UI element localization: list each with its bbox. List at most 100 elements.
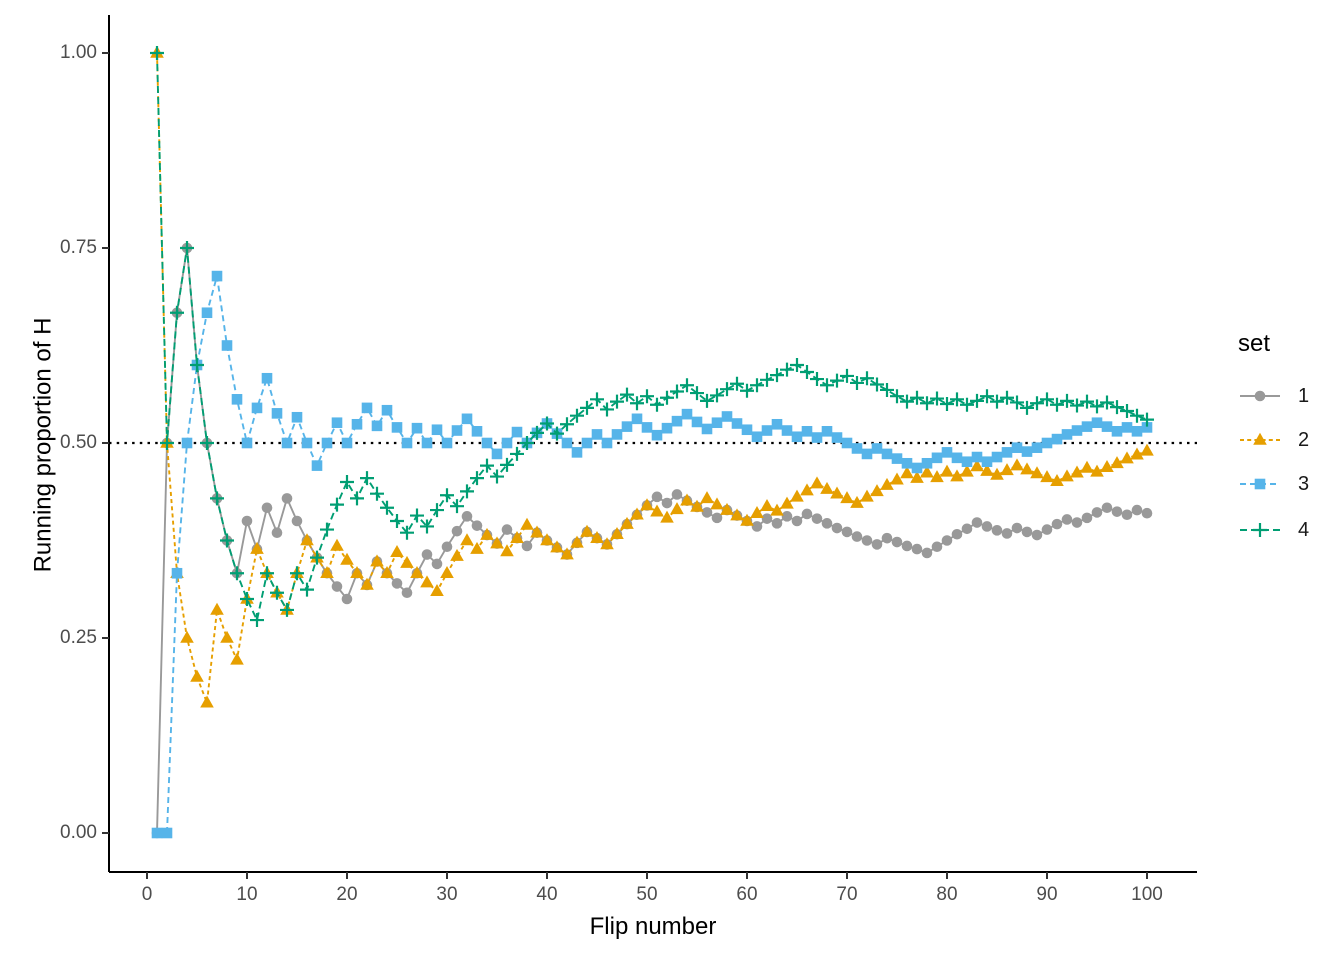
- y-tick-label: 0.50: [60, 432, 97, 453]
- triangle-marker: [820, 481, 834, 494]
- triangle-marker: [490, 536, 504, 549]
- square-marker: [781, 425, 793, 436]
- plus-marker: [450, 499, 464, 514]
- x-tick-label: 50: [636, 884, 658, 905]
- circle-marker: [1071, 517, 1083, 528]
- plus-marker: [710, 388, 724, 403]
- series-4-line: [156, 52, 1148, 624]
- plus-marker: [790, 358, 804, 372]
- plus-marker: [440, 488, 454, 503]
- circle-marker: [1021, 526, 1033, 538]
- triangle-marker: [1040, 470, 1054, 483]
- plus-marker: [480, 458, 494, 473]
- square-marker: [231, 394, 243, 405]
- circle-marker: [781, 511, 793, 522]
- triangle-marker: [670, 502, 684, 515]
- triangle-marker: [220, 630, 234, 643]
- square-marker: [1041, 437, 1053, 449]
- square-marker: [1051, 433, 1063, 445]
- triangle-marker: [350, 566, 364, 579]
- circle-marker: [931, 541, 943, 553]
- circle-marker: [961, 523, 973, 535]
- square-marker: [1131, 426, 1143, 437]
- plus-marker: [1000, 390, 1014, 405]
- circle-marker: [1061, 514, 1073, 525]
- square-marker: [851, 443, 863, 454]
- plus-marker: [600, 402, 614, 417]
- circle-marker: [1041, 524, 1053, 535]
- circle-marker: [651, 491, 663, 503]
- square-marker: [891, 453, 903, 464]
- circle-marker: [1131, 504, 1143, 516]
- square-marker: [401, 437, 413, 449]
- circle-marker: [841, 526, 853, 538]
- y-tick-label: 0.75: [60, 237, 97, 258]
- x-tick-label: 0: [141, 884, 153, 905]
- plus-marker: [1070, 398, 1084, 413]
- triangle-marker: [440, 566, 454, 579]
- plus-marker: [570, 408, 584, 423]
- square-marker: [1071, 425, 1083, 436]
- plus-marker: [230, 566, 244, 581]
- square-marker: [311, 460, 323, 471]
- square-marker: [261, 372, 273, 384]
- triangle-marker: [740, 513, 754, 526]
- y-tick-label: 0.25: [60, 627, 97, 648]
- x-tick-label: 80: [936, 884, 958, 905]
- square-marker: [761, 425, 773, 436]
- square-marker: [381, 404, 393, 416]
- square-marker: [161, 827, 173, 839]
- triangle-marker: [180, 630, 194, 643]
- legend-key-plus: [1240, 523, 1280, 537]
- triangle-marker: [910, 470, 924, 483]
- plus-marker: [310, 550, 324, 565]
- square-marker: [1011, 442, 1023, 453]
- triangle-marker: [330, 538, 344, 551]
- square-marker: [991, 451, 1003, 463]
- circle-marker: [791, 515, 803, 527]
- circle-marker: [521, 540, 533, 552]
- square-marker: [961, 456, 973, 468]
- square-marker: [931, 452, 943, 464]
- plus-marker: [200, 436, 214, 450]
- square-marker: [1121, 422, 1133, 433]
- triangle-marker: [620, 516, 634, 529]
- plus-marker: [960, 397, 974, 412]
- square-marker: [211, 270, 223, 282]
- circle-marker: [711, 512, 723, 524]
- square-marker: [871, 443, 883, 454]
- plus-marker: [400, 525, 414, 540]
- circle-marker: [1091, 507, 1103, 518]
- square-marker: [661, 422, 673, 434]
- triangle-marker: [250, 541, 264, 554]
- triangle-marker: [770, 503, 784, 516]
- plus-marker: [220, 533, 234, 548]
- plus-marker: [770, 368, 784, 383]
- plus-marker: [1040, 392, 1054, 407]
- triangle-marker: [660, 510, 674, 523]
- triangle-marker: [880, 477, 894, 490]
- plus-marker: [1130, 408, 1144, 423]
- circle-marker: [901, 540, 913, 552]
- plus-marker: [460, 484, 474, 499]
- circle-marker: [771, 518, 783, 529]
- square-marker: [201, 307, 213, 319]
- triangle-marker: [320, 566, 334, 579]
- triangle-marker: [1253, 432, 1267, 445]
- circle-marker: [911, 543, 923, 555]
- circle-marker: [821, 518, 833, 529]
- x-axis-title: Flip number: [589, 913, 717, 940]
- plus-marker: [180, 241, 194, 255]
- plus-marker: [160, 436, 174, 450]
- square-marker: [801, 426, 813, 437]
- plus-marker: [780, 362, 794, 377]
- plus-marker: [670, 384, 684, 399]
- triangle-marker: [1020, 462, 1034, 475]
- triangle-marker: [400, 555, 414, 568]
- triangle-marker: [1070, 465, 1084, 478]
- legend-key-square: [1240, 478, 1280, 490]
- legend-key-triangle: [1240, 432, 1280, 445]
- triangle-marker: [1010, 458, 1024, 471]
- square-marker: [571, 447, 583, 458]
- plus-marker: [320, 522, 334, 537]
